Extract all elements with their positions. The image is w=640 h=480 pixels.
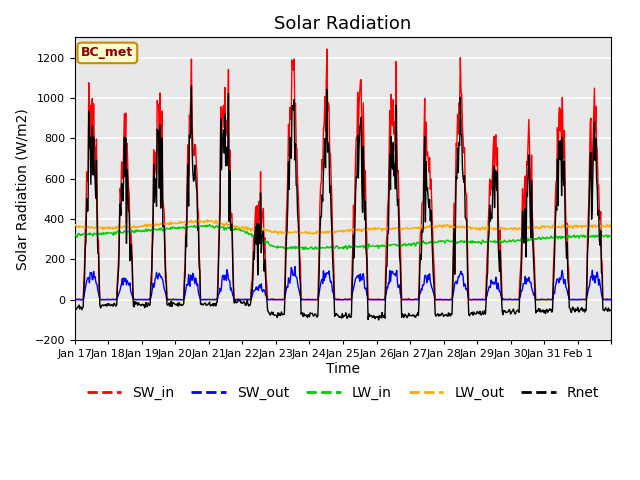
Rnet [375,317,383,323]
Y-axis label: Solar Radiation (W/m2): Solar Radiation (W/m2) [15,108,29,270]
Rnet [260,228,268,234]
LW_out [203,217,211,223]
Rnet [188,83,195,89]
SW_out [279,297,287,302]
SW_out [607,297,614,302]
LW_in [399,242,407,248]
SW_out [291,264,299,269]
LW_out [280,230,287,236]
SW_out [259,289,266,295]
Rnet [429,269,437,275]
LW_in [429,239,437,245]
SW_in [71,297,79,302]
SW_in [429,244,437,250]
SW_in [72,297,79,302]
Rnet [280,312,287,317]
LW_in [280,244,287,250]
SW_in [260,205,268,211]
LW_in [233,227,241,232]
Text: BC_met: BC_met [81,47,134,60]
Rnet [399,312,407,318]
SW_out [134,297,141,302]
LW_in [607,233,614,239]
LW_in [205,222,213,228]
SW_in [399,297,407,302]
LW_out [607,222,614,228]
SW_in [280,297,287,302]
LW_in [260,238,268,243]
Line: SW_in: SW_in [75,49,611,300]
SW_out [71,297,79,302]
LW_out [260,226,268,231]
Line: Rnet: Rnet [75,86,611,320]
Legend: SW_in, SW_out, LW_in, LW_out, Rnet: SW_in, SW_out, LW_in, LW_out, Rnet [81,381,605,406]
LW_in [310,247,317,252]
LW_out [71,223,79,228]
LW_out [429,224,437,229]
Line: LW_in: LW_in [75,225,611,250]
Line: LW_out: LW_out [75,220,611,234]
SW_in [607,296,614,302]
LW_in [134,229,141,235]
SW_out [399,297,406,302]
LW_out [134,224,141,229]
LW_out [399,226,407,231]
Rnet [134,302,141,308]
LW_in [71,232,79,238]
Rnet [607,308,614,313]
SW_out [429,286,436,292]
SW_in [323,46,331,52]
SW_out [232,297,240,302]
LW_out [283,231,291,237]
Rnet [71,306,79,312]
X-axis label: Time: Time [326,362,360,376]
LW_out [233,223,241,229]
SW_in [134,297,142,302]
Title: Solar Radiation: Solar Radiation [275,15,412,33]
Line: SW_out: SW_out [75,266,611,300]
Rnet [233,300,241,305]
SW_in [233,297,241,302]
